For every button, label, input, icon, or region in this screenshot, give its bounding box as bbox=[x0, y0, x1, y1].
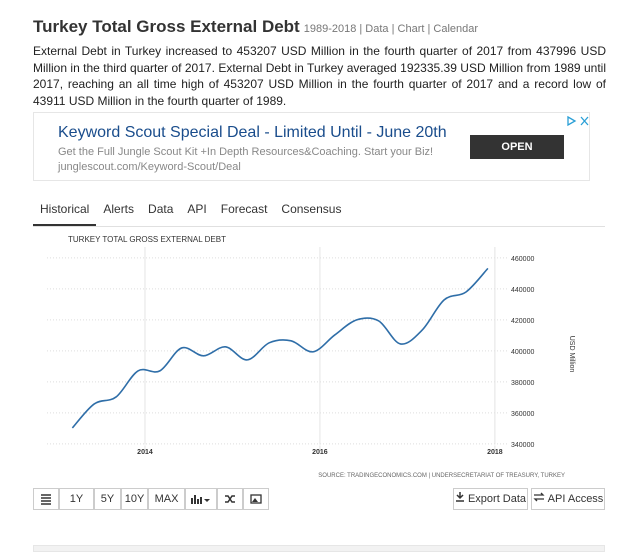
ad-url[interactable]: junglescout.com/Keyword-Scout/Deal bbox=[58, 161, 241, 173]
compare-button[interactable] bbox=[217, 488, 243, 510]
tab[interactable]: API bbox=[187, 202, 207, 216]
chart-source: SOURCE: TRADINGECONOMICS.COM | UNDERSECR… bbox=[318, 473, 565, 479]
y-tick-label: 420000 bbox=[511, 318, 534, 325]
tab[interactable]: Alerts bbox=[103, 202, 135, 216]
api-button[interactable]: API Access bbox=[531, 488, 605, 510]
export-button[interactable]: Export Data bbox=[453, 488, 528, 510]
tab[interactable]: Consensus bbox=[281, 202, 342, 216]
x-tick-label: 2018 bbox=[487, 449, 503, 456]
export-label: Export Data bbox=[467, 493, 527, 505]
ad-box[interactable]: Keyword Scout Special Deal - Limited Unt… bbox=[33, 112, 590, 181]
chart-title: TURKEY TOTAL GROSS EXTERNAL DEBT bbox=[68, 235, 226, 244]
tab[interactable]: Historical bbox=[33, 202, 97, 226]
ad-title[interactable]: Keyword Scout Special Deal - Limited Unt… bbox=[58, 124, 447, 141]
tab[interactable]: Forecast bbox=[220, 202, 268, 216]
y-axis-label: USD Million bbox=[568, 336, 575, 373]
range-button[interactable]: 10Y bbox=[121, 488, 148, 510]
x-tick-label: 2014 bbox=[137, 449, 153, 456]
range-button[interactable]: 5Y bbox=[94, 488, 121, 510]
toolbar: Export Data API Access 1Y 5Y 10Y MAX bbox=[33, 488, 605, 512]
table-button[interactable] bbox=[33, 488, 59, 510]
y-tick-label: 460000 bbox=[511, 256, 534, 263]
bottom-panel bbox=[33, 545, 605, 552]
y-tick-label: 380000 bbox=[511, 380, 534, 387]
y-tick-label: 340000 bbox=[511, 442, 534, 449]
y-tick-label: 400000 bbox=[511, 349, 534, 356]
range-button[interactable]: 1Y bbox=[59, 488, 94, 510]
tab-bar: Historical Alerts Data API Forecast Consensus bbox=[33, 202, 348, 226]
summary: External Debt in Turkey increased to 453… bbox=[33, 44, 606, 108]
ad-icons[interactable] bbox=[566, 115, 590, 127]
ad-text: Get the Full Jungle Scout Kit +In Depth … bbox=[58, 146, 434, 158]
page-title: Turkey Total Gross External Debt 1989-201… bbox=[33, 17, 478, 37]
data-line bbox=[71, 267, 489, 429]
x-tick-label: 2016 bbox=[312, 449, 328, 456]
chart-box: TURKEY TOTAL GROSS EXTERNAL DEBT SOURCE:… bbox=[33, 226, 605, 485]
image-button[interactable] bbox=[243, 488, 269, 510]
y-tick-label: 440000 bbox=[511, 287, 534, 294]
ad-button[interactable]: OPEN bbox=[470, 135, 564, 159]
range-button[interactable]: MAX bbox=[148, 488, 185, 510]
chart: TURKEY TOTAL GROSS EXTERNAL DEBT SOURCE:… bbox=[47, 235, 575, 479]
chart-type-button[interactable] bbox=[185, 488, 217, 510]
y-tick-label: 360000 bbox=[511, 411, 534, 418]
api-label: API Access bbox=[547, 493, 604, 505]
subtitle-links[interactable]: 1989-2018 | Data | Chart | Calendar bbox=[303, 23, 479, 35]
title-text: Turkey Total Gross External Debt bbox=[33, 17, 300, 36]
tab[interactable]: Data bbox=[148, 202, 174, 216]
